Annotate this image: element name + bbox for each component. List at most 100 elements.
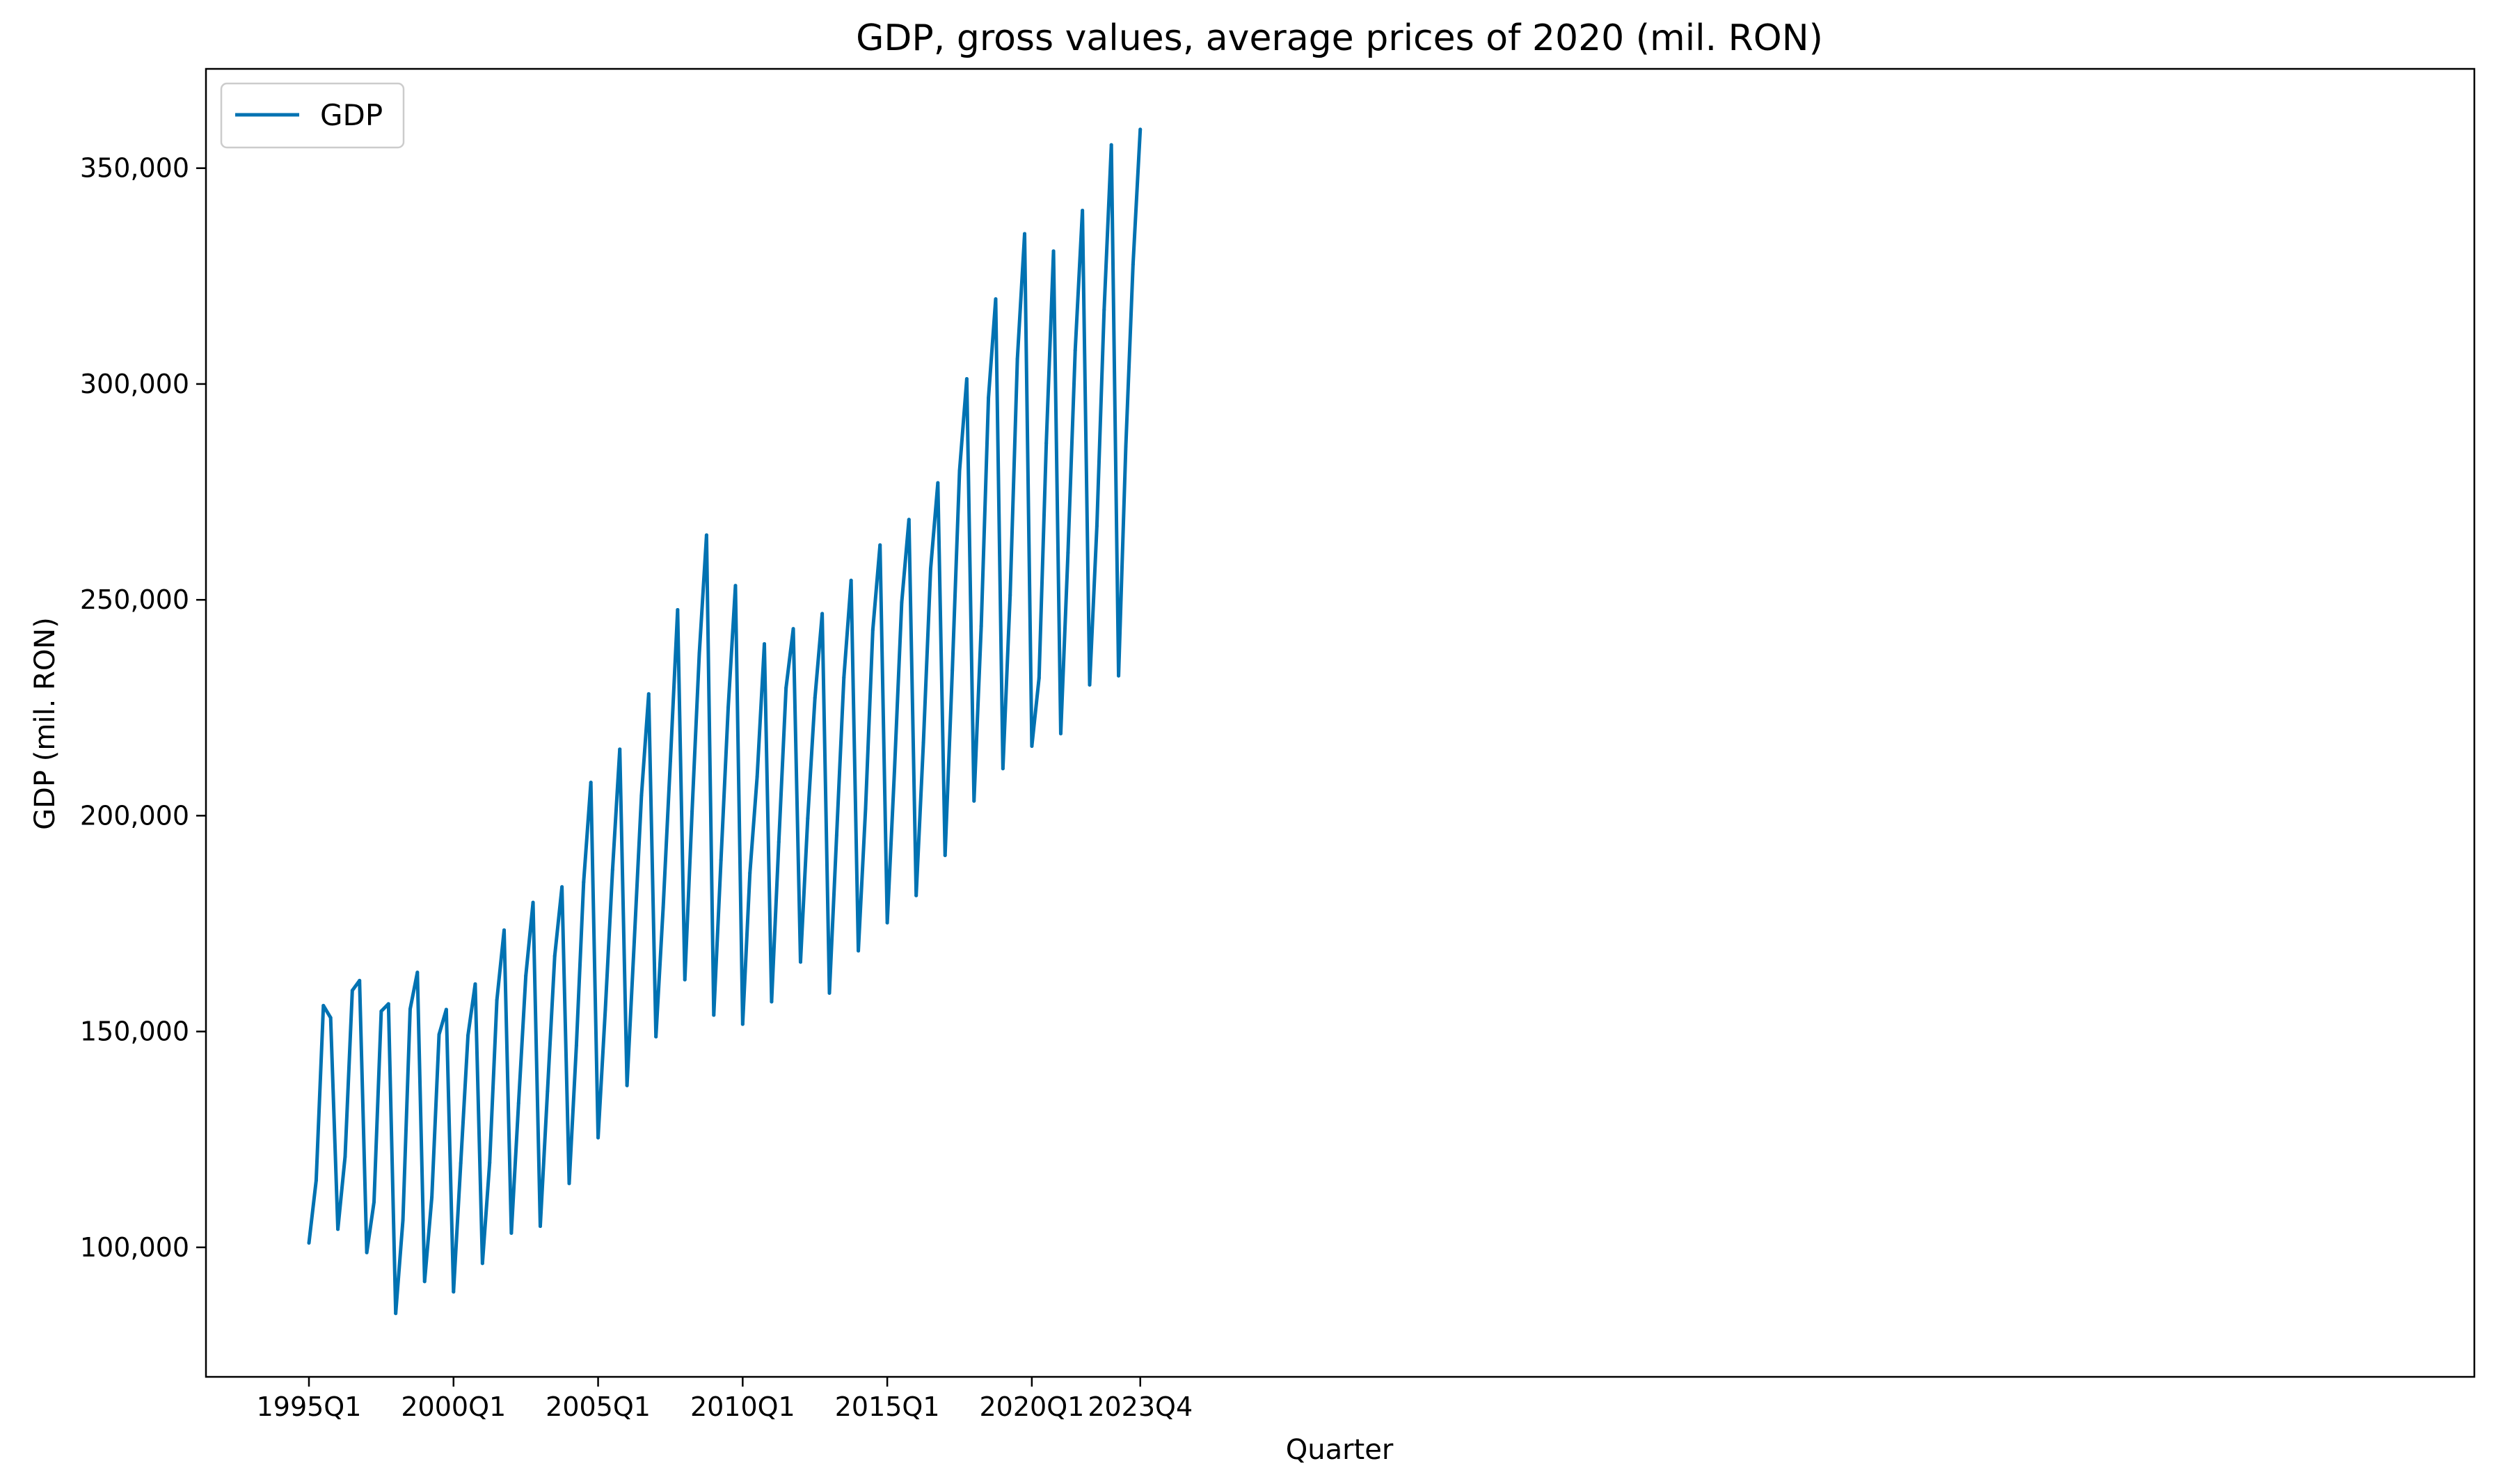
series-line-gdp — [307, 129, 1143, 1316]
data-point — [502, 928, 507, 932]
data-point — [726, 705, 731, 710]
data-point — [1066, 551, 1070, 555]
data-point — [546, 1089, 550, 1093]
data-point — [885, 920, 889, 925]
data-point — [1037, 676, 1041, 680]
data-point — [914, 893, 918, 897]
legend: GDP — [220, 82, 405, 149]
data-point — [488, 1160, 492, 1165]
data-point — [1008, 593, 1012, 597]
data-point — [459, 1161, 463, 1165]
data-point — [401, 1218, 405, 1222]
data-point — [907, 518, 911, 522]
data-point — [625, 1083, 629, 1087]
data-point — [827, 991, 832, 995]
data-point — [1088, 683, 1092, 687]
chart-title: GDP, gross values, average prices of 202… — [856, 17, 1823, 59]
data-point — [936, 481, 940, 485]
data-point — [798, 960, 802, 964]
x-tick-label: 1995Q1 — [257, 1391, 362, 1422]
data-point — [834, 833, 838, 837]
data-point — [1001, 767, 1005, 771]
data-point — [444, 1007, 448, 1012]
data-point — [791, 627, 795, 631]
data-point — [574, 1043, 578, 1047]
data-point — [857, 949, 861, 953]
data-point — [813, 696, 817, 700]
data-point — [900, 600, 904, 605]
x-tick-label: 2010Q1 — [690, 1391, 795, 1422]
legend-box — [220, 82, 405, 149]
data-point — [683, 978, 687, 982]
data-point — [307, 1241, 311, 1245]
data-point — [437, 1032, 441, 1037]
data-point — [350, 989, 354, 993]
data-point — [893, 768, 897, 772]
data-point — [538, 1224, 542, 1228]
data-point — [668, 759, 672, 763]
x-tick-label: 2000Q1 — [401, 1391, 506, 1422]
y-tick-label: 150,000 — [80, 1016, 189, 1047]
data-point — [1131, 262, 1135, 266]
x-tick-label: 2020Q1 — [980, 1391, 1085, 1422]
data-point — [552, 954, 557, 958]
data-point — [480, 1261, 484, 1266]
data-point — [639, 793, 644, 797]
data-point — [719, 858, 723, 862]
data-point — [864, 806, 868, 811]
data-point — [358, 978, 362, 982]
data-point — [957, 469, 962, 473]
y-axis-label: GDP (mil. RON) — [29, 617, 61, 830]
data-point — [979, 624, 983, 628]
data-point — [704, 533, 708, 537]
y-tick-label: 100,000 — [80, 1232, 189, 1263]
data-point — [1109, 143, 1113, 147]
data-point — [1058, 732, 1063, 736]
data-point — [321, 1003, 326, 1007]
data-point — [408, 1007, 412, 1011]
data-point — [516, 1101, 520, 1106]
data-point — [473, 982, 477, 986]
data-point — [314, 1179, 318, 1183]
data-point — [740, 1022, 745, 1026]
data-point — [365, 1250, 369, 1254]
data-point — [870, 628, 875, 632]
data-point — [343, 1155, 347, 1159]
data-point — [994, 297, 998, 301]
data-point — [1023, 232, 1027, 236]
data-point — [422, 1279, 427, 1284]
data-point — [1138, 127, 1143, 131]
data-point — [921, 741, 925, 745]
data-point — [466, 1033, 470, 1037]
data-point — [1015, 357, 1019, 361]
data-point — [654, 1035, 658, 1039]
data-point — [531, 900, 535, 904]
data-point — [964, 376, 969, 381]
data-point — [386, 1002, 390, 1006]
data-point — [733, 584, 738, 588]
data-point — [784, 686, 788, 690]
data-point — [582, 880, 586, 884]
data-point — [618, 747, 622, 751]
data-point — [415, 971, 420, 975]
data-point — [712, 1013, 716, 1017]
data-point — [928, 566, 932, 571]
data-point — [394, 1311, 398, 1316]
data-point — [596, 1135, 600, 1140]
data-point — [1081, 209, 1085, 213]
x-tick-label: 2005Q1 — [546, 1391, 651, 1422]
data-point — [878, 543, 882, 547]
data-point — [1124, 445, 1128, 449]
y-tick-label: 200,000 — [80, 800, 189, 831]
data-point — [697, 651, 701, 655]
x-axis: 1995Q1 2000Q1 2005Q1 2010Q1 2015Q1 2020Q1 2023… — [257, 1377, 1193, 1422]
data-point — [820, 612, 825, 616]
data-point — [495, 998, 499, 1002]
series-layer — [307, 127, 1143, 1316]
data-point — [763, 641, 767, 646]
plot-area — [205, 67, 2476, 1378]
data-point — [589, 781, 593, 785]
data-point — [372, 1200, 376, 1204]
x-tick-label: 2023Q4 — [1088, 1391, 1193, 1422]
data-point — [1117, 673, 1121, 678]
